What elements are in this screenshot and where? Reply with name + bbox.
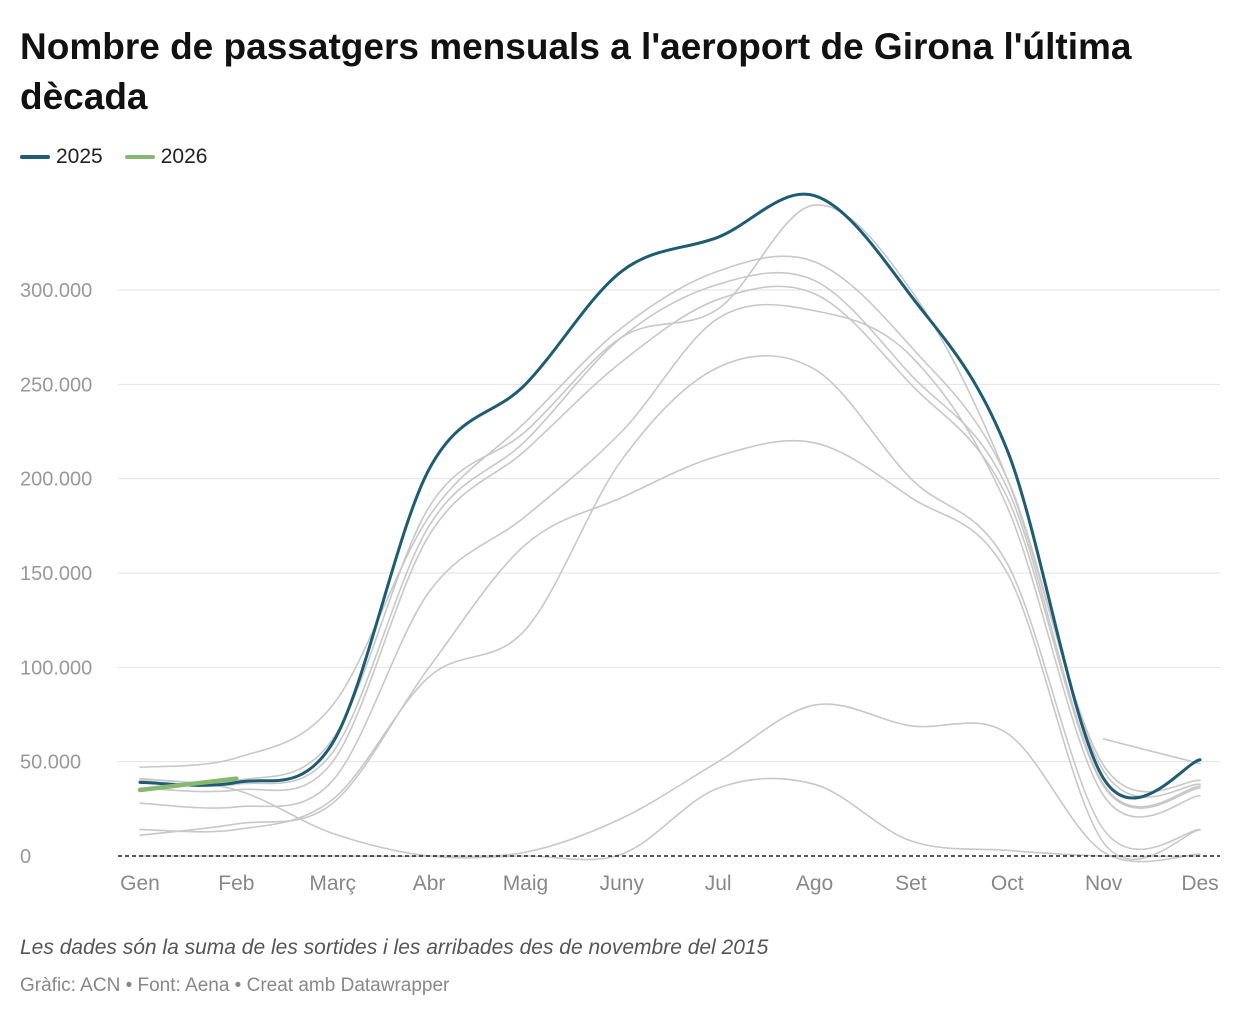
x-tick-label: Nov <box>1085 872 1123 895</box>
x-tick-label: Jul <box>705 872 732 895</box>
legend-label: 2026 <box>160 145 208 168</box>
series-line <box>139 271 1201 808</box>
y-tick-label: 200.000 <box>20 469 92 491</box>
x-tick-label: Des <box>1181 872 1218 895</box>
y-tick-label: 250.000 <box>20 374 92 396</box>
legend-swatch <box>124 155 155 159</box>
x-tick-label: Ago <box>796 872 833 895</box>
legend-item: 2026 <box>124 145 208 169</box>
x-tick-label: Juny <box>600 872 645 895</box>
legend-label: 2025 <box>56 145 103 168</box>
legend: 2025 2026 <box>20 145 207 169</box>
series-line <box>139 703 1201 863</box>
series-line-2026 <box>137 776 239 793</box>
x-tick-label: Set <box>895 872 927 895</box>
series-line <box>139 303 1201 818</box>
series-line-2025 <box>138 192 1202 800</box>
legend-swatch <box>20 155 50 159</box>
x-tick-label: Feb <box>218 872 254 895</box>
y-tick-label: 0 <box>20 846 31 868</box>
series-line <box>139 285 1201 809</box>
chart-note: Les dades són la suma de les sortides i … <box>20 936 769 959</box>
series-line <box>139 204 1201 793</box>
legend-item: 2025 <box>20 145 103 169</box>
y-tick-label: 50.000 <box>20 752 81 774</box>
chart-source: Gràfic: ACN • Font: Aena • Creat amb Dat… <box>20 975 450 996</box>
chart-title: Nombre de passatgers mensuals a l'aeropo… <box>20 26 1132 117</box>
x-tick-label: Abr <box>413 872 446 895</box>
series-line <box>139 255 1201 798</box>
series-line <box>139 439 1201 860</box>
x-tick-label: Març <box>309 872 356 895</box>
x-tick-label: Maig <box>503 872 549 895</box>
x-tick-label: Oct <box>991 872 1024 895</box>
series-line <box>139 777 1201 861</box>
y-tick-label: 150.000 <box>20 563 92 585</box>
x-tick-label: Gen <box>120 872 160 895</box>
y-tick-label: 300.000 <box>20 280 92 302</box>
y-tick-label: 100.000 <box>20 657 92 679</box>
series-line <box>139 354 1201 851</box>
series-line <box>1102 738 1201 765</box>
